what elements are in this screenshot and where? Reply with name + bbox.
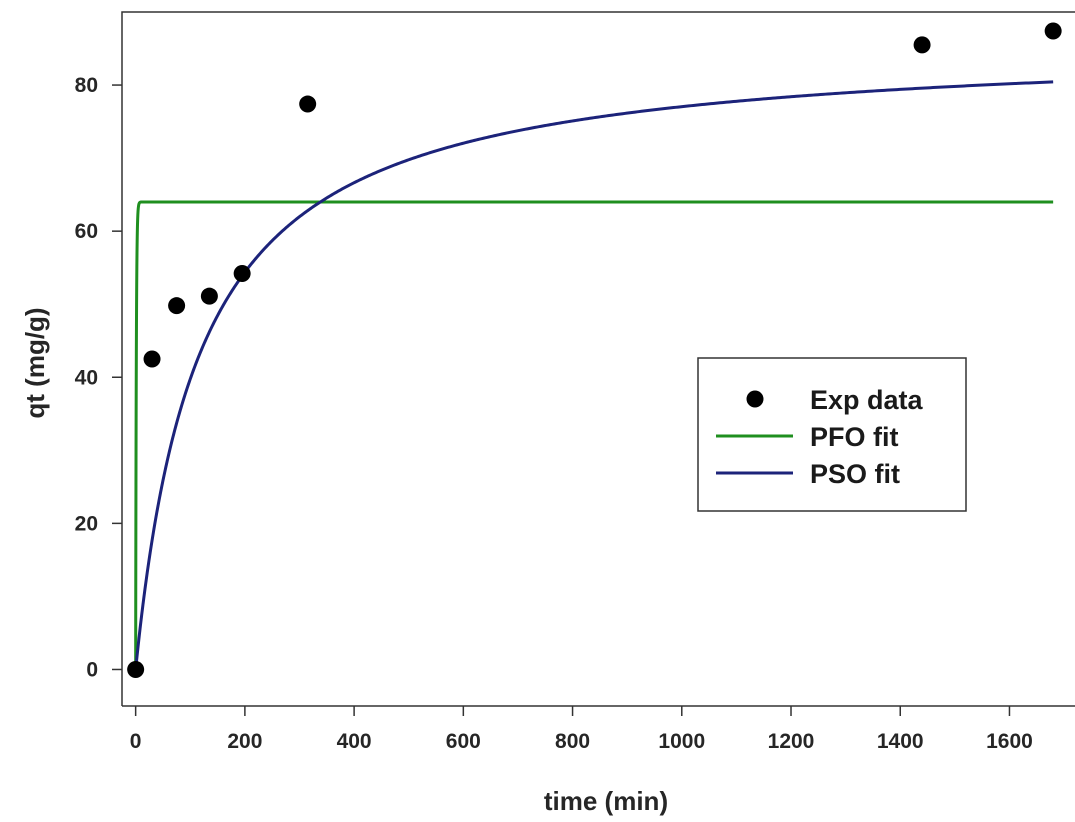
- x-tick-label: 200: [227, 730, 262, 753]
- exp-data-point: [299, 95, 317, 113]
- exp-data-point: [200, 287, 218, 305]
- x-tick-label: 1600: [986, 730, 1033, 753]
- exp-data-points: [127, 22, 1062, 678]
- exp-data-point: [1044, 22, 1062, 40]
- y-tick-label: 80: [75, 74, 98, 97]
- legend-label-pfo-fit: PFO fit: [810, 422, 899, 452]
- exp-data-point: [168, 297, 186, 315]
- y-tick-label: 60: [75, 220, 98, 243]
- exp-data-point: [127, 660, 145, 678]
- y-axis-title: qt (mg/g): [20, 307, 50, 418]
- x-tick-label: 1000: [658, 730, 705, 753]
- y-tick-label: 40: [75, 366, 98, 389]
- y-tick-label: 0: [86, 658, 98, 681]
- exp-data-point: [233, 265, 251, 283]
- plot-frame: [121, 11, 1075, 707]
- x-axis-title: time (min): [544, 786, 668, 816]
- y-tick-label: 20: [75, 512, 98, 535]
- plot-border: [121, 11, 1075, 706]
- legend-label-pso-fit: PSO fit: [810, 459, 900, 489]
- pso-fit-line: [134, 80, 1054, 671]
- x-tick-label: 0: [130, 730, 142, 753]
- legend: Exp data PFO fit PSO fit: [697, 357, 967, 512]
- x-tick-label: 1200: [768, 730, 815, 753]
- fit-lines: [134, 80, 1054, 671]
- legend-label-exp-data: Exp data: [810, 385, 924, 415]
- x-tick-label: 1400: [877, 730, 924, 753]
- legend-swatch-exp-data: [746, 390, 764, 408]
- exp-data-point: [143, 350, 161, 368]
- pfo-fit-line: [134, 200, 1054, 670]
- x-tick-label: 800: [555, 730, 590, 753]
- exp-data-point: [913, 36, 931, 54]
- x-tick-label: 600: [446, 730, 481, 753]
- axis-ticks: 0 200 400 600 800 1000 1200 1400 1600 0 20 40 60 80: [75, 74, 1033, 753]
- x-tick-label: 400: [337, 730, 372, 753]
